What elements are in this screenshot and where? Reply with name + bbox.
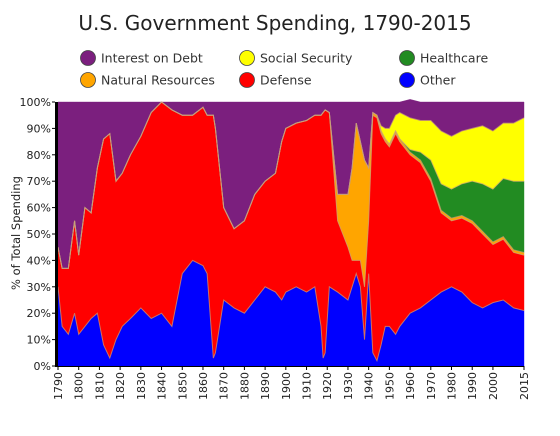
- x-tick-label: 1950: [383, 372, 396, 400]
- y-tick-label: 30%: [27, 281, 51, 294]
- legend-swatch: [80, 50, 96, 66]
- x-tick-label: 1810: [93, 372, 106, 400]
- legend-item: Defense: [239, 72, 312, 88]
- x-tick-label: 1960: [404, 372, 417, 400]
- x-tick-label: 1850: [176, 372, 189, 400]
- y-tick-label: 60%: [27, 202, 51, 215]
- x-tick-label: 1890: [259, 372, 272, 400]
- x-tick-label: 1900: [280, 372, 293, 400]
- legend-label: Interest on Debt: [101, 51, 203, 66]
- legend-swatch: [239, 72, 255, 88]
- legend-item: Healthcare: [399, 50, 488, 66]
- legend-item: Interest on Debt: [80, 50, 203, 66]
- legend-swatch: [80, 72, 96, 88]
- y-axis: 0% 10% 20% 30% 40% 50% 60% 70% 80% 90% 100%: [20, 96, 58, 373]
- x-tick-label: 1940: [363, 372, 376, 400]
- legend-item: Natural Resources: [80, 72, 215, 88]
- series-boundary: [57, 101, 525, 269]
- x-tick-label: 1990: [466, 372, 479, 400]
- legend-swatch: [239, 50, 255, 66]
- x-tick-label: 1880: [238, 372, 251, 400]
- x-tick-label: 1910: [301, 372, 314, 400]
- legend-label: Natural Resources: [101, 73, 215, 88]
- x-tick-label: 1840: [156, 372, 169, 400]
- y-tick-label: 80%: [27, 149, 51, 162]
- x-tick-label: 1790: [52, 372, 65, 400]
- y-tick-label: 10%: [27, 334, 51, 347]
- chart-title: U.S. Government Spending, 1790-2015: [78, 11, 471, 35]
- y-axis-title: % of Total Spending: [9, 176, 23, 290]
- x-tick-label: 1970: [425, 372, 438, 400]
- x-tick-label: 1870: [218, 372, 231, 400]
- y-tick-label: 70%: [27, 175, 51, 188]
- y-tick-label: 20%: [27, 307, 51, 320]
- legend-label: Defense: [260, 73, 312, 88]
- y-tick-label: 100%: [20, 96, 51, 109]
- x-tick-label: 2000: [487, 372, 500, 400]
- x-tick-label: 1980: [446, 372, 459, 400]
- y-tick-label: 50%: [27, 228, 51, 241]
- x-tick-label: 1800: [73, 372, 86, 400]
- legend-label: Healthcare: [420, 51, 488, 66]
- legend-label: Social Security: [260, 51, 353, 66]
- series-boundary: [57, 259, 525, 363]
- x-tick-label: 1920: [321, 372, 334, 400]
- x-tick-label: 1830: [135, 372, 148, 400]
- legend-swatch: [399, 50, 415, 66]
- x-tick-label: 1860: [197, 372, 210, 400]
- x-tick-label: 1930: [342, 372, 355, 400]
- legend-swatch: [399, 72, 415, 88]
- legend-item: Social Security: [239, 50, 353, 66]
- x-tick-label: 1820: [114, 372, 127, 400]
- x-tick-label: 2015: [518, 372, 531, 400]
- y-tick-label: 40%: [27, 254, 51, 267]
- x-axis: 1790 1800 1810 1820 1830 1840 1850 1860 1870 1880…: [52, 366, 531, 400]
- legend-item: Other: [399, 72, 456, 88]
- y-tick-label: 0%: [34, 360, 51, 373]
- y-tick-label: 90%: [27, 122, 51, 135]
- legend: Interest on Debt Social Security Healthcar…: [80, 50, 488, 88]
- legend-label: Other: [420, 73, 456, 88]
- plot-area: [57, 99, 525, 367]
